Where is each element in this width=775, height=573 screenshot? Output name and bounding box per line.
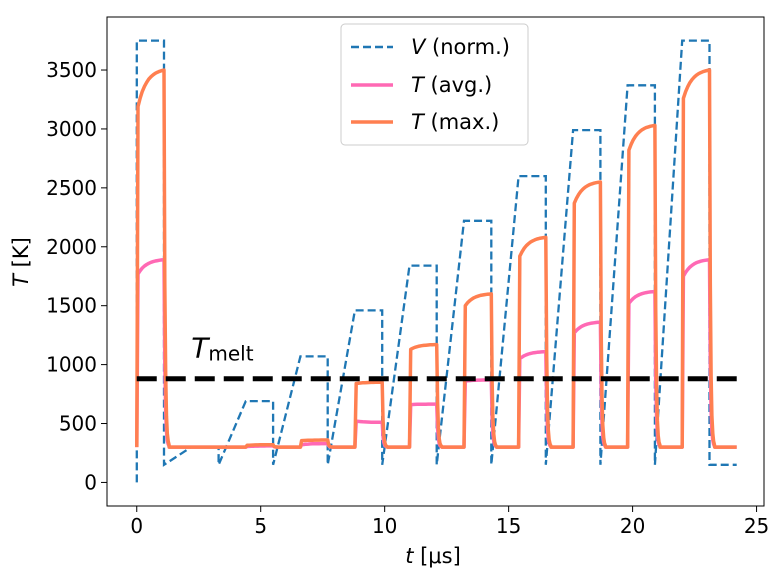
- x-tick-label: 25: [744, 514, 769, 538]
- x-tick-label: 15: [496, 514, 521, 538]
- y-axis-label-var: T: [9, 272, 33, 287]
- t-melt-annotation-main: T: [191, 332, 210, 365]
- t-melt-annotation: Tmelt: [191, 332, 253, 366]
- y-tick-label: 3500: [46, 58, 97, 82]
- x-axis-ticks: 0 5 10 15 20 25: [130, 506, 769, 538]
- series-t-max-line: [135, 68, 737, 449]
- y-axis-label-unit: [K]: [9, 237, 33, 274]
- y-tick-label: 1000: [46, 353, 97, 377]
- series-v-norm-line: [135, 39, 737, 483]
- legend-label-t-avg: T (avg.): [411, 73, 492, 97]
- legend: V (norm.) T (avg.) T (max.): [340, 23, 529, 146]
- y-tick-label: 0: [84, 470, 97, 494]
- x-axis-label: t [μs]: [405, 544, 461, 568]
- y-tick-label: 2000: [46, 235, 97, 259]
- x-axis-label-var: t: [405, 544, 414, 568]
- y-tick-label: 3000: [46, 117, 97, 141]
- y-tick-label: 1500: [46, 294, 97, 318]
- x-tick-label: 10: [372, 514, 397, 538]
- y-axis-label: T [K]: [9, 237, 33, 287]
- legend-label-t-max: T (max.): [411, 110, 499, 134]
- legend-box: [340, 23, 529, 146]
- y-axis-ticks: 0 500 1000 1500 2000 2500 3000 3500: [46, 58, 107, 494]
- series-layer: [135, 39, 737, 483]
- y-tick-label: 2500: [46, 176, 97, 200]
- x-axis-label-unit: [μs]: [413, 544, 460, 568]
- x-tick-label: 20: [620, 514, 645, 538]
- axes-frame: [106, 16, 765, 507]
- y-tick-label: 500: [59, 412, 97, 436]
- x-tick-label: 0: [130, 514, 143, 538]
- x-tick-label: 5: [254, 514, 267, 538]
- t-melt-annotation-sub: melt: [208, 342, 253, 366]
- legend-label-v: V (norm.): [411, 35, 510, 59]
